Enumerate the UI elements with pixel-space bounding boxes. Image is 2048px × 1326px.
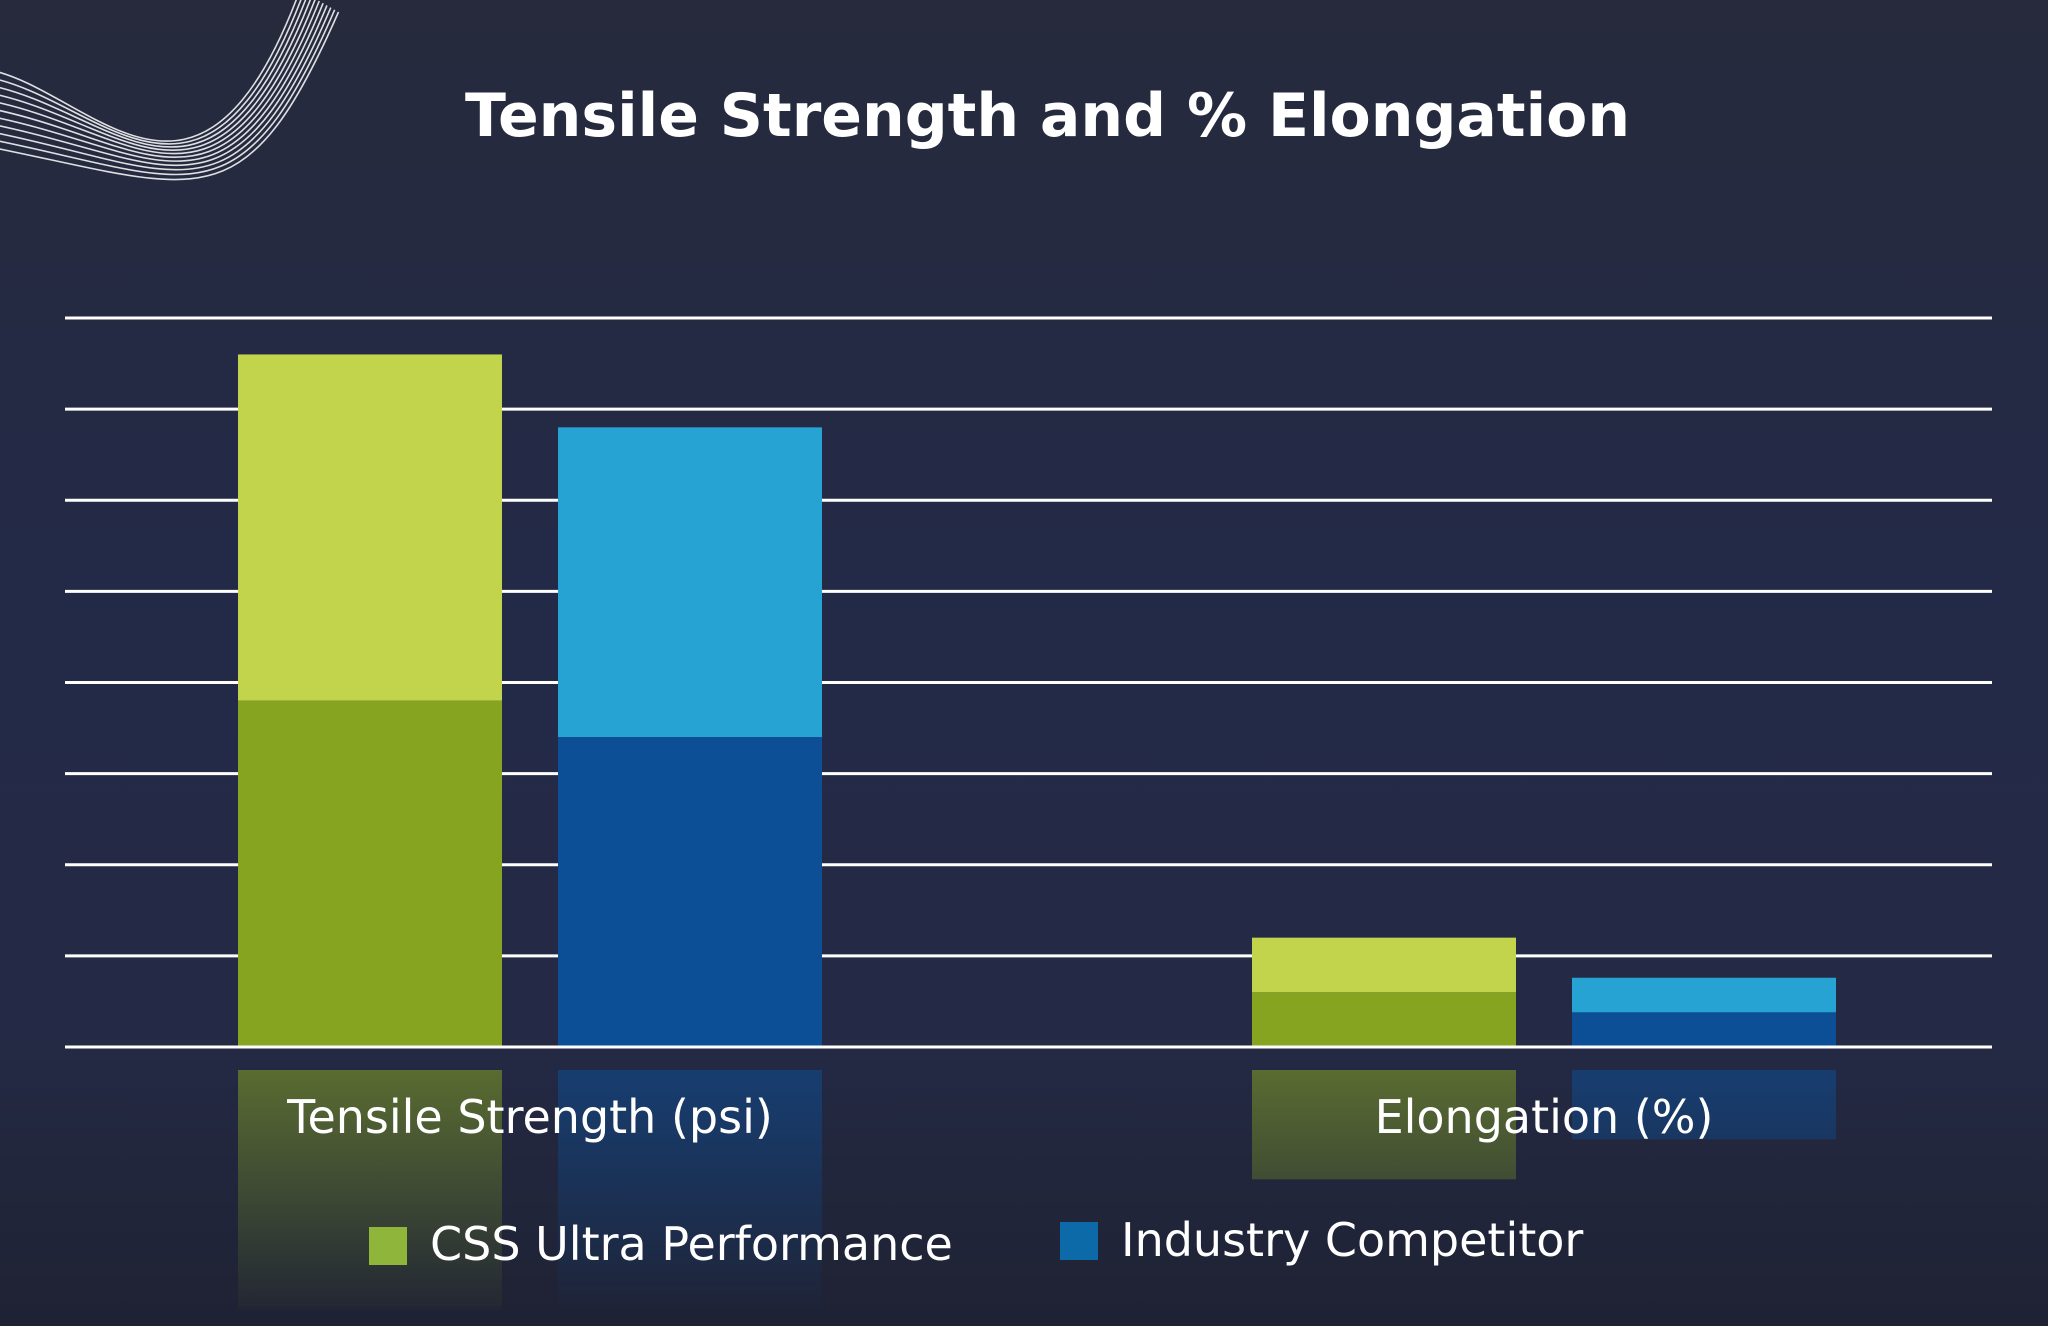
swirl-line xyxy=(0,0,297,142)
legend-swatch-css-ultra-performance xyxy=(369,1227,407,1265)
bar-reflection xyxy=(1572,1070,1836,1140)
bar-css-ultra-performance-tensile-strength xyxy=(238,354,502,1047)
swirl-line xyxy=(0,0,320,159)
category-label-tensile-strength: Tensile Strength (psi) xyxy=(286,1090,773,1144)
chart-title: Tensile Strength and % Elongation xyxy=(465,81,1630,151)
bar-reflection xyxy=(558,1070,822,1310)
legend-label-css-ultra-performance: CSS Ultra Performance xyxy=(430,1217,953,1271)
decorative-swirl-lines xyxy=(0,0,340,181)
bar-industry-competitor-tensile-strength xyxy=(558,427,822,1047)
swirl-line xyxy=(0,2,324,162)
swirl-line xyxy=(0,5,328,167)
legend-swatch-industry-competitor xyxy=(1060,1222,1098,1260)
bar-css-ultra-performance-elongation xyxy=(1252,937,1516,1047)
bar-reflection xyxy=(238,1070,502,1310)
legend: CSS Ultra Performance Industry Competito… xyxy=(369,1213,1583,1271)
bar-reflections xyxy=(238,1070,1836,1310)
swirl-line xyxy=(0,11,340,181)
bars xyxy=(238,354,1836,1047)
swirl-line xyxy=(0,0,312,151)
swirl-line xyxy=(0,9,336,176)
bar-industry-competitor-elongation xyxy=(1572,977,1836,1047)
legend-label-industry-competitor: Industry Competitor xyxy=(1121,1213,1583,1267)
swirl-line xyxy=(0,0,302,145)
bar-reflection xyxy=(1252,1070,1516,1180)
swirl-line xyxy=(0,0,316,155)
category-label-elongation: Elongation (%) xyxy=(1375,1090,1714,1144)
swirl-line xyxy=(0,7,332,171)
swirl-line xyxy=(0,0,307,148)
